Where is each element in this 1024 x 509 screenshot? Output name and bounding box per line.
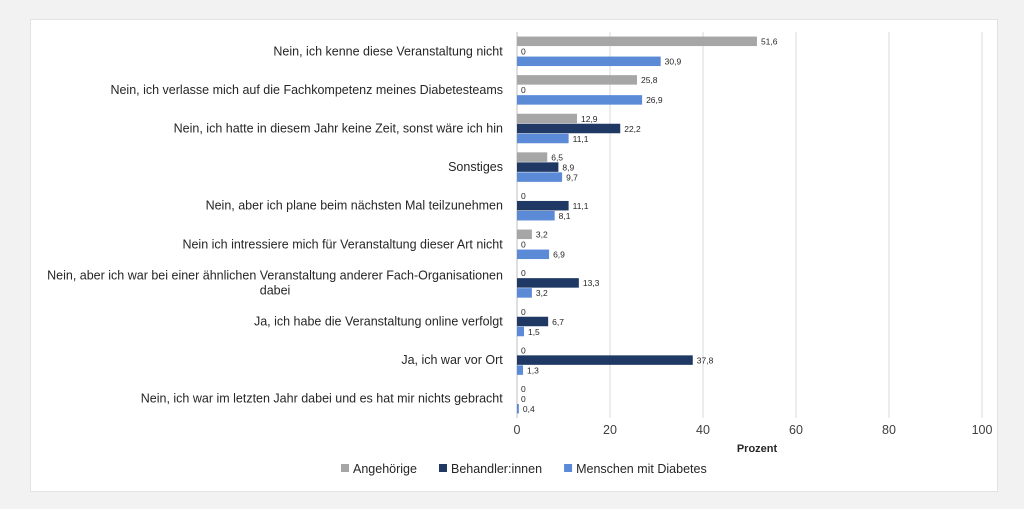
legend-swatch <box>341 464 349 472</box>
bar <box>517 316 549 327</box>
bar <box>517 403 519 414</box>
x-tick-label: 20 <box>603 423 617 437</box>
legend-label: Behandler:innen <box>451 462 542 476</box>
x-axis-title: Prozent <box>737 443 778 455</box>
category-label: Ja, ich habe die Veranstaltung online ve… <box>254 315 503 329</box>
bars: 51,6 0 30,9 25,8 0 26,9 12,9 22,2 11,1 6,58,99,7 0… <box>517 36 778 414</box>
data-label: 3,2 <box>536 288 548 298</box>
bar <box>517 326 524 337</box>
data-label: 9,7 <box>566 172 578 182</box>
data-label: 0 <box>521 394 526 404</box>
category-label: Ja, ich war vor Ort <box>401 353 503 367</box>
category-labels: Nein, ich kenne diese Veranstaltung nich… <box>47 44 503 405</box>
category-label: Nein, ich kenne diese Veranstaltung nich… <box>273 44 503 58</box>
data-label: 51,6 <box>761 37 778 47</box>
category-label: Nein, ich hatte in diesem Jahr keine Zei… <box>174 122 503 136</box>
data-label: 0 <box>521 307 526 317</box>
data-label: 25,8 <box>641 75 658 85</box>
bar <box>517 172 563 182</box>
bar <box>517 123 621 134</box>
data-label: 6,5 <box>551 152 563 162</box>
legend-label: Angehörige <box>353 462 417 476</box>
category-label: Nein, aber ich plane beim nächsten Mal t… <box>206 199 503 213</box>
data-label: 8,1 <box>559 211 571 221</box>
bar <box>517 36 757 47</box>
legend-swatch <box>438 464 447 472</box>
data-label: 37,8 <box>697 355 714 365</box>
bar <box>517 75 637 85</box>
data-label: 0 <box>521 384 526 394</box>
x-tick-label: 40 <box>696 423 710 437</box>
bar <box>517 133 569 144</box>
data-label: 8,9 <box>562 162 574 172</box>
x-tick-label: 100 <box>972 423 993 437</box>
x-tick-label: 80 <box>882 423 896 437</box>
data-label: 11,1 <box>573 201 589 211</box>
legend: Angehörige Behandler:innen Menschen mit Di… <box>341 462 707 476</box>
bar <box>517 162 559 172</box>
data-label: 12,9 <box>581 114 598 124</box>
data-label: 0 <box>521 345 526 355</box>
data-label: 1,5 <box>528 327 540 337</box>
data-label: 0 <box>521 240 526 250</box>
data-label: 26,9 <box>646 95 663 105</box>
data-label: 22,2 <box>624 124 641 134</box>
bar <box>517 229 532 240</box>
x-tick-labels: 0 20 40 60 80 100 <box>514 423 993 437</box>
data-label: 11,1 <box>573 134 589 144</box>
data-label: 0 <box>521 191 526 201</box>
bar <box>517 249 550 260</box>
legend-label: Menschen mit Diabetes <box>576 462 707 476</box>
category-label: Nein, ich verlasse mich auf die Fachkomp… <box>110 83 503 97</box>
category-label: Sonstiges <box>448 160 503 174</box>
chart-frame: 51,6 0 30,9 25,8 0 26,9 12,9 22,2 11,1 6,5 8,9 9,7 0… <box>30 19 998 492</box>
x-tick-label: 60 <box>789 423 803 437</box>
data-label: 0 <box>521 268 526 278</box>
data-label: 13,3 <box>583 278 600 288</box>
bar <box>517 210 555 221</box>
bar <box>517 113 577 124</box>
bar <box>517 200 569 211</box>
x-tick-label: 0 <box>514 423 521 437</box>
category-label: Nein ich intressiere mich für Veranstalt… <box>182 237 503 251</box>
data-label: 1,3 <box>527 365 539 375</box>
legend-swatch <box>564 464 573 472</box>
data-label: 0 <box>521 47 526 57</box>
data-label: 3,2 <box>536 230 548 240</box>
category-label: Nein, ich war im letzten Jahr dabei und … <box>141 392 504 406</box>
data-label: 6,7 <box>552 317 564 327</box>
data-label: 0,4 <box>523 404 535 414</box>
data-label: 30,9 <box>665 57 682 67</box>
data-label: 6,9 <box>553 250 565 260</box>
category-label: Nein, aber ich war bei einer ähnlichen V… <box>47 268 503 297</box>
bar <box>517 355 693 365</box>
data-label: 0 <box>521 85 526 95</box>
bar <box>517 278 579 288</box>
bar <box>517 365 524 375</box>
bar <box>517 56 661 67</box>
bar <box>517 95 643 105</box>
bar-chart: 51,6 0 30,9 25,8 0 26,9 12,9 22,2 11,1 6,58,99,7 0… <box>47 32 993 476</box>
bar <box>517 288 532 298</box>
bar <box>517 152 548 162</box>
